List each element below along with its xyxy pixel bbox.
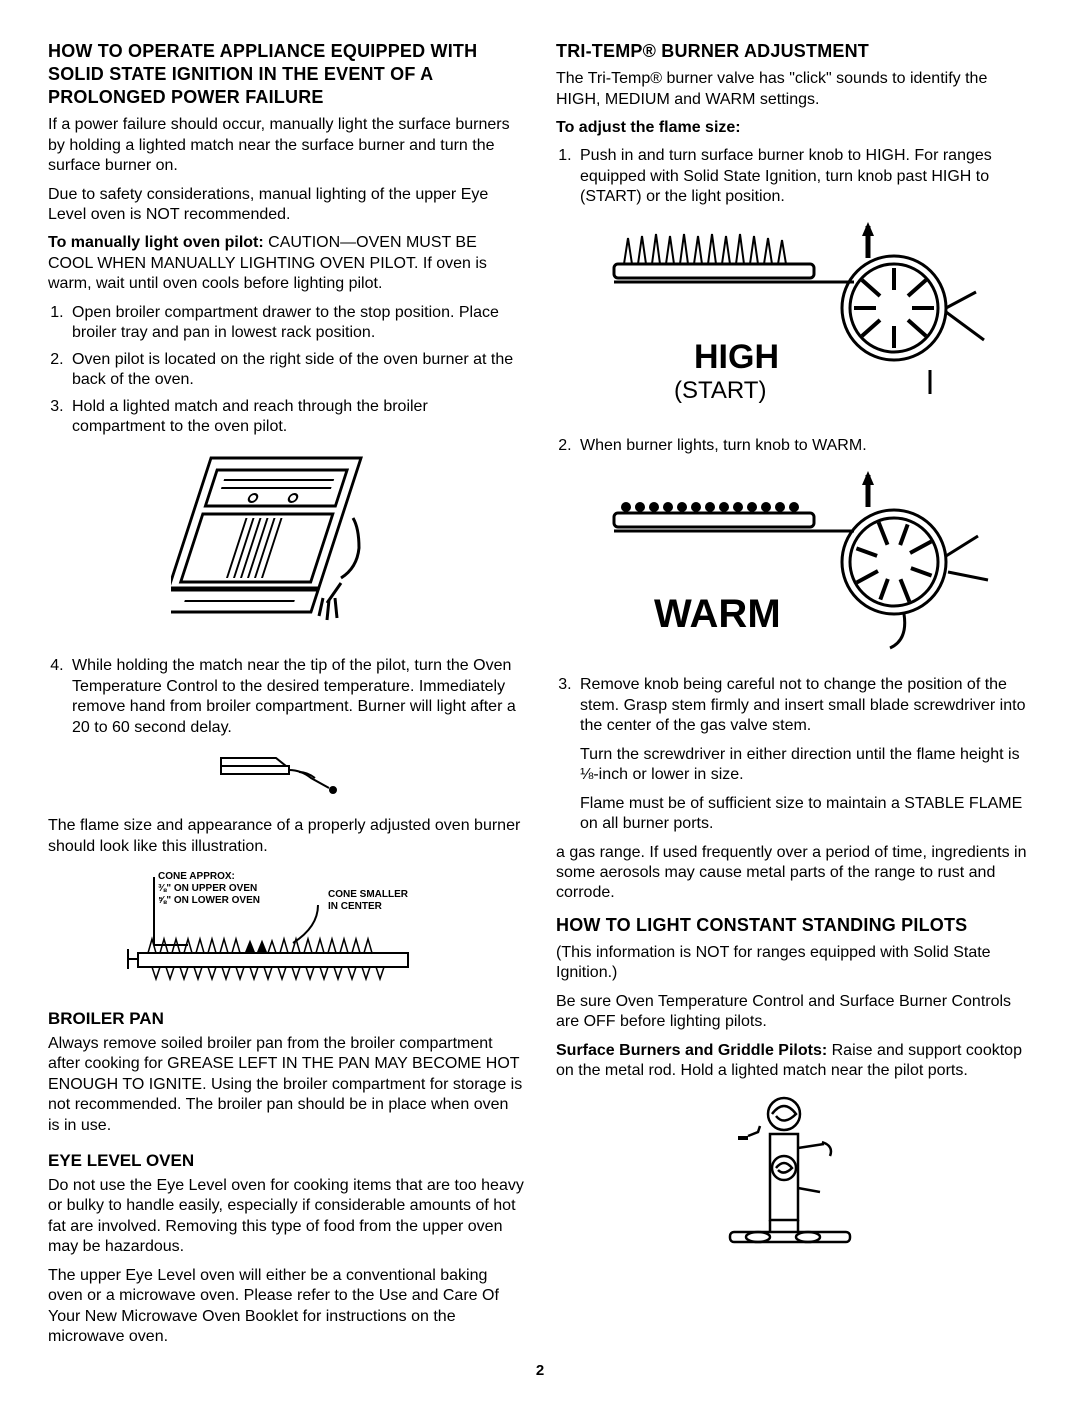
adjust-step-3a: Remove knob being careful not to change … (580, 676, 1025, 734)
oven-diagram (48, 448, 524, 644)
left-heading-1: HOW TO OPERATE APPLIANCE EQUIPPED WITH S… (48, 40, 524, 109)
aerosol-p: a gas range. If used frequently over a p… (556, 843, 1032, 904)
cone-label-d2: IN CENTER (328, 901, 383, 912)
burner-small-fig (48, 748, 524, 804)
adjust-step-1: Push in and turn surface burner knob to … (576, 146, 1032, 207)
adjust-steps-3: Remove knob being careful not to change … (556, 675, 1032, 834)
knob-start-label: (START) (674, 377, 766, 404)
flame-caption: The flame size and appearance of a prope… (48, 816, 524, 857)
cone-label-d1: CONE SMALLER (328, 889, 409, 900)
cone-label-a: CONE APPROX: (158, 871, 235, 882)
eye-p1: Do not use the Eye Level oven for cookin… (48, 1176, 524, 1258)
adjust-step-2: When burner lights, turn knob to WARM. (576, 436, 1032, 456)
pilot-step-2: Oven pilot is located on the right side … (68, 350, 524, 391)
eye-p2: The upper Eye Level oven will either be … (48, 1266, 524, 1348)
flame-illustration: CONE APPROX: ⅜" ON UPPER OVEN ⅝" ON LOWE… (48, 867, 524, 993)
pilot-ports-fig (556, 1092, 1032, 1268)
page-number: 2 (48, 1361, 1032, 1380)
adjust-steps-1: Push in and turn surface burner knob to … (556, 146, 1032, 207)
pilot-step-3: Hold a lighted match and reach through t… (68, 397, 524, 438)
left-p2: Due to safety considerations, manual lig… (48, 185, 524, 226)
pilot-step-1: Open broiler compartment drawer to the s… (68, 303, 524, 344)
adjust-step-3c: Flame must be of sufficient size to main… (580, 794, 1032, 835)
cs-lead: Surface Burners and Griddle Pilots: Rais… (556, 1041, 1032, 1082)
cone-label-c: ⅝" ON LOWER OVEN (158, 895, 260, 906)
left-p1: If a power failure should occur, manuall… (48, 115, 524, 176)
broiler-p: Always remove soiled broiler pan from th… (48, 1034, 524, 1136)
eye-level-heading: EYE LEVEL OVEN (48, 1150, 524, 1172)
right-heading-1: TRI-TEMP® BURNER ADJUSTMENT (556, 40, 1032, 63)
pilot-lead-bold: To manually light oven pilot: (48, 234, 264, 251)
knob-high-fig: HIGH (START) (556, 218, 1032, 424)
pilot-step-4: While holding the match near the tip of … (68, 656, 524, 738)
knob-warm-fig: WARM (556, 467, 1032, 663)
knob-high-label: HIGH (694, 338, 779, 376)
adjust-lead: To adjust the flame size: (556, 118, 1032, 138)
pilot-lead: To manually light oven pilot: CAUTION—OV… (48, 233, 524, 294)
adjust-steps-2: When burner lights, turn knob to WARM. (556, 436, 1032, 456)
broiler-heading: BROILER PAN (48, 1008, 524, 1030)
cs-lead-bold: Surface Burners and Griddle Pilots: (556, 1042, 827, 1059)
cs-p2: Be sure Oven Temperature Control and Sur… (556, 992, 1032, 1033)
pilot-steps-a: Open broiler compartment drawer to the s… (48, 303, 524, 438)
pilot-steps-b: While holding the match near the tip of … (48, 656, 524, 738)
knob-warm-label: WARM (654, 592, 781, 636)
adjust-step-3b: Turn the screwdriver in either direction… (580, 745, 1032, 786)
constant-pilots-heading: HOW TO LIGHT CONSTANT STANDING PILOTS (556, 914, 1032, 937)
cs-p1: (This information is NOT for ranges equi… (556, 943, 1032, 984)
cone-label-b: ⅜" ON UPPER OVEN (158, 883, 257, 894)
right-p1: The Tri-Temp® burner valve has "click" s… (556, 69, 1032, 110)
adjust-step-3: Remove knob being careful not to change … (576, 675, 1032, 834)
